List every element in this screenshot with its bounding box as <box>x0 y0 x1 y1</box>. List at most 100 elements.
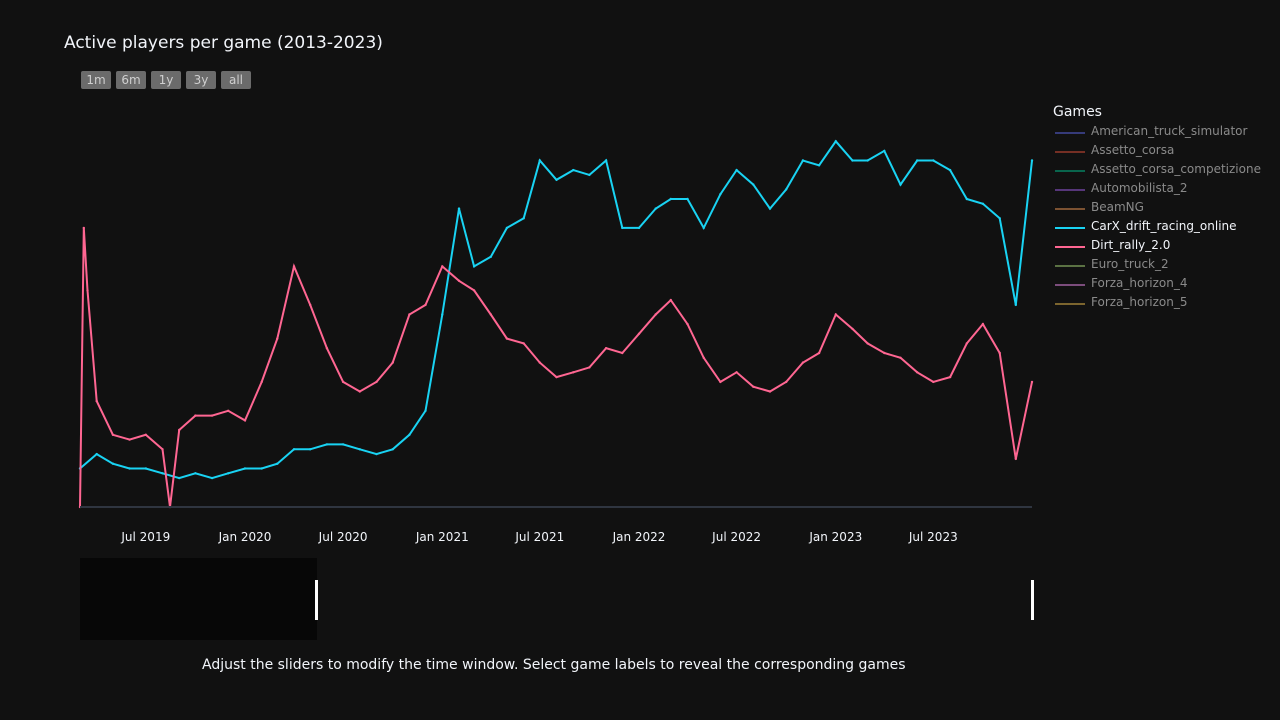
legend-label: Dirt_rally_2.0 <box>1091 238 1171 252</box>
data-point <box>702 226 705 230</box>
data-point <box>883 351 886 355</box>
range-slider[interactable] <box>80 558 1034 640</box>
legend-label: Assetto_corsa <box>1091 143 1175 157</box>
legend-label: Forza_horizon_4 <box>1091 276 1188 290</box>
data-point <box>472 289 476 292</box>
data-point <box>128 438 131 441</box>
data-point <box>424 409 427 412</box>
data-point <box>981 322 985 326</box>
data-point <box>932 380 935 384</box>
x-tick-label: Jan 2023 <box>808 530 862 544</box>
legend-label: BeamNG <box>1091 200 1144 214</box>
data-point <box>358 448 361 451</box>
data-point <box>851 159 854 162</box>
range-slider-masked-area <box>80 558 317 640</box>
series-line-carx-drift-racing-online[interactable] <box>79 139 1033 480</box>
data-point <box>178 428 181 432</box>
legend-label: American_truck_simulator <box>1091 124 1248 138</box>
data-point <box>572 168 575 172</box>
data-point <box>866 342 869 345</box>
x-tick-label: Jul 2022 <box>711 530 761 544</box>
range-button-all[interactable]: all <box>221 71 251 89</box>
data-point <box>341 443 345 446</box>
x-tick-label: Jul 2020 <box>318 530 368 544</box>
data-point <box>899 356 902 359</box>
data-point <box>161 472 164 475</box>
range-button-1y[interactable]: 1y <box>151 71 181 89</box>
data-point <box>111 462 115 465</box>
data-point <box>817 164 821 167</box>
data-point <box>276 462 279 465</box>
x-tick-label: Jan 2020 <box>218 530 272 544</box>
data-point <box>489 255 492 258</box>
data-point <box>441 265 444 268</box>
data-point <box>998 217 1001 220</box>
legend-swatch <box>1055 170 1085 172</box>
data-point <box>457 279 461 282</box>
data-point <box>1030 380 1034 384</box>
data-point <box>637 226 641 230</box>
data-point <box>309 303 312 307</box>
data-point <box>424 303 427 307</box>
data-point <box>965 197 968 201</box>
range-button-6m[interactable]: 6m <box>116 71 146 89</box>
data-point <box>128 467 131 470</box>
data-point <box>981 202 985 205</box>
data-point <box>375 380 378 384</box>
data-point <box>243 467 247 470</box>
data-point <box>654 207 657 210</box>
legend-swatch <box>1055 246 1085 248</box>
data-point <box>654 313 657 316</box>
data-point <box>341 380 345 384</box>
data-point <box>144 467 147 470</box>
data-point <box>441 313 444 316</box>
legend-swatch <box>1055 189 1085 191</box>
data-point <box>785 380 788 384</box>
data-point <box>210 476 214 480</box>
data-point <box>768 390 772 393</box>
data-point <box>851 327 854 331</box>
range-slider-right-handle[interactable] <box>1031 580 1034 620</box>
data-point <box>227 472 230 475</box>
data-point <box>686 322 689 326</box>
legend-title: Games <box>1053 104 1102 120</box>
legend-swatch <box>1055 284 1085 286</box>
data-point <box>555 375 558 379</box>
data-point <box>834 140 837 143</box>
data-point <box>86 289 89 292</box>
data-point <box>309 448 312 451</box>
data-point <box>505 337 509 340</box>
data-point <box>1014 303 1017 307</box>
data-point <box>391 361 394 364</box>
series-line-dirt-rally-2-0[interactable] <box>79 227 1033 508</box>
x-tick-label: Jul 2021 <box>514 530 564 544</box>
legend-label: Euro_truck_2 <box>1091 257 1169 271</box>
legend-label: Automobilista_2 <box>1091 181 1188 195</box>
x-tick-label: Jan 2021 <box>415 530 469 544</box>
data-point <box>719 193 722 196</box>
data-point <box>719 380 722 384</box>
data-point <box>637 332 641 335</box>
data-point <box>375 452 378 456</box>
legend-label: Forza_horizon_5 <box>1091 295 1188 309</box>
data-point <box>194 472 197 475</box>
data-point <box>194 414 197 417</box>
data-point <box>588 366 591 369</box>
data-point <box>752 385 755 388</box>
legend-swatch <box>1055 303 1085 305</box>
data-point <box>111 433 115 436</box>
range-button-3y[interactable]: 3y <box>186 71 216 89</box>
data-point <box>604 159 608 162</box>
data-point <box>669 197 672 201</box>
data-point <box>325 443 329 446</box>
legend-label: Assetto_corsa_competizione <box>1091 162 1261 176</box>
data-point <box>948 168 952 172</box>
data-point <box>358 390 361 393</box>
data-point <box>522 217 525 220</box>
data-point <box>588 173 591 177</box>
data-point <box>768 207 772 210</box>
range-button-1m[interactable]: 1m <box>81 71 111 89</box>
range-slider-left-handle[interactable] <box>315 580 318 620</box>
data-point <box>686 197 689 201</box>
legend-swatch <box>1055 208 1085 210</box>
